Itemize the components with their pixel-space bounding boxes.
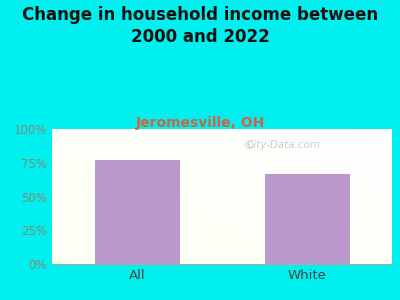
- Text: Jeromesville, OH: Jeromesville, OH: [135, 116, 265, 130]
- Bar: [264, 173, 350, 264]
- Bar: [94, 160, 180, 264]
- Text: ⊙: ⊙: [244, 139, 254, 152]
- Text: Change in household income between
2000 and 2022: Change in household income between 2000 …: [22, 6, 378, 46]
- Text: City-Data.com: City-Data.com: [246, 140, 320, 150]
